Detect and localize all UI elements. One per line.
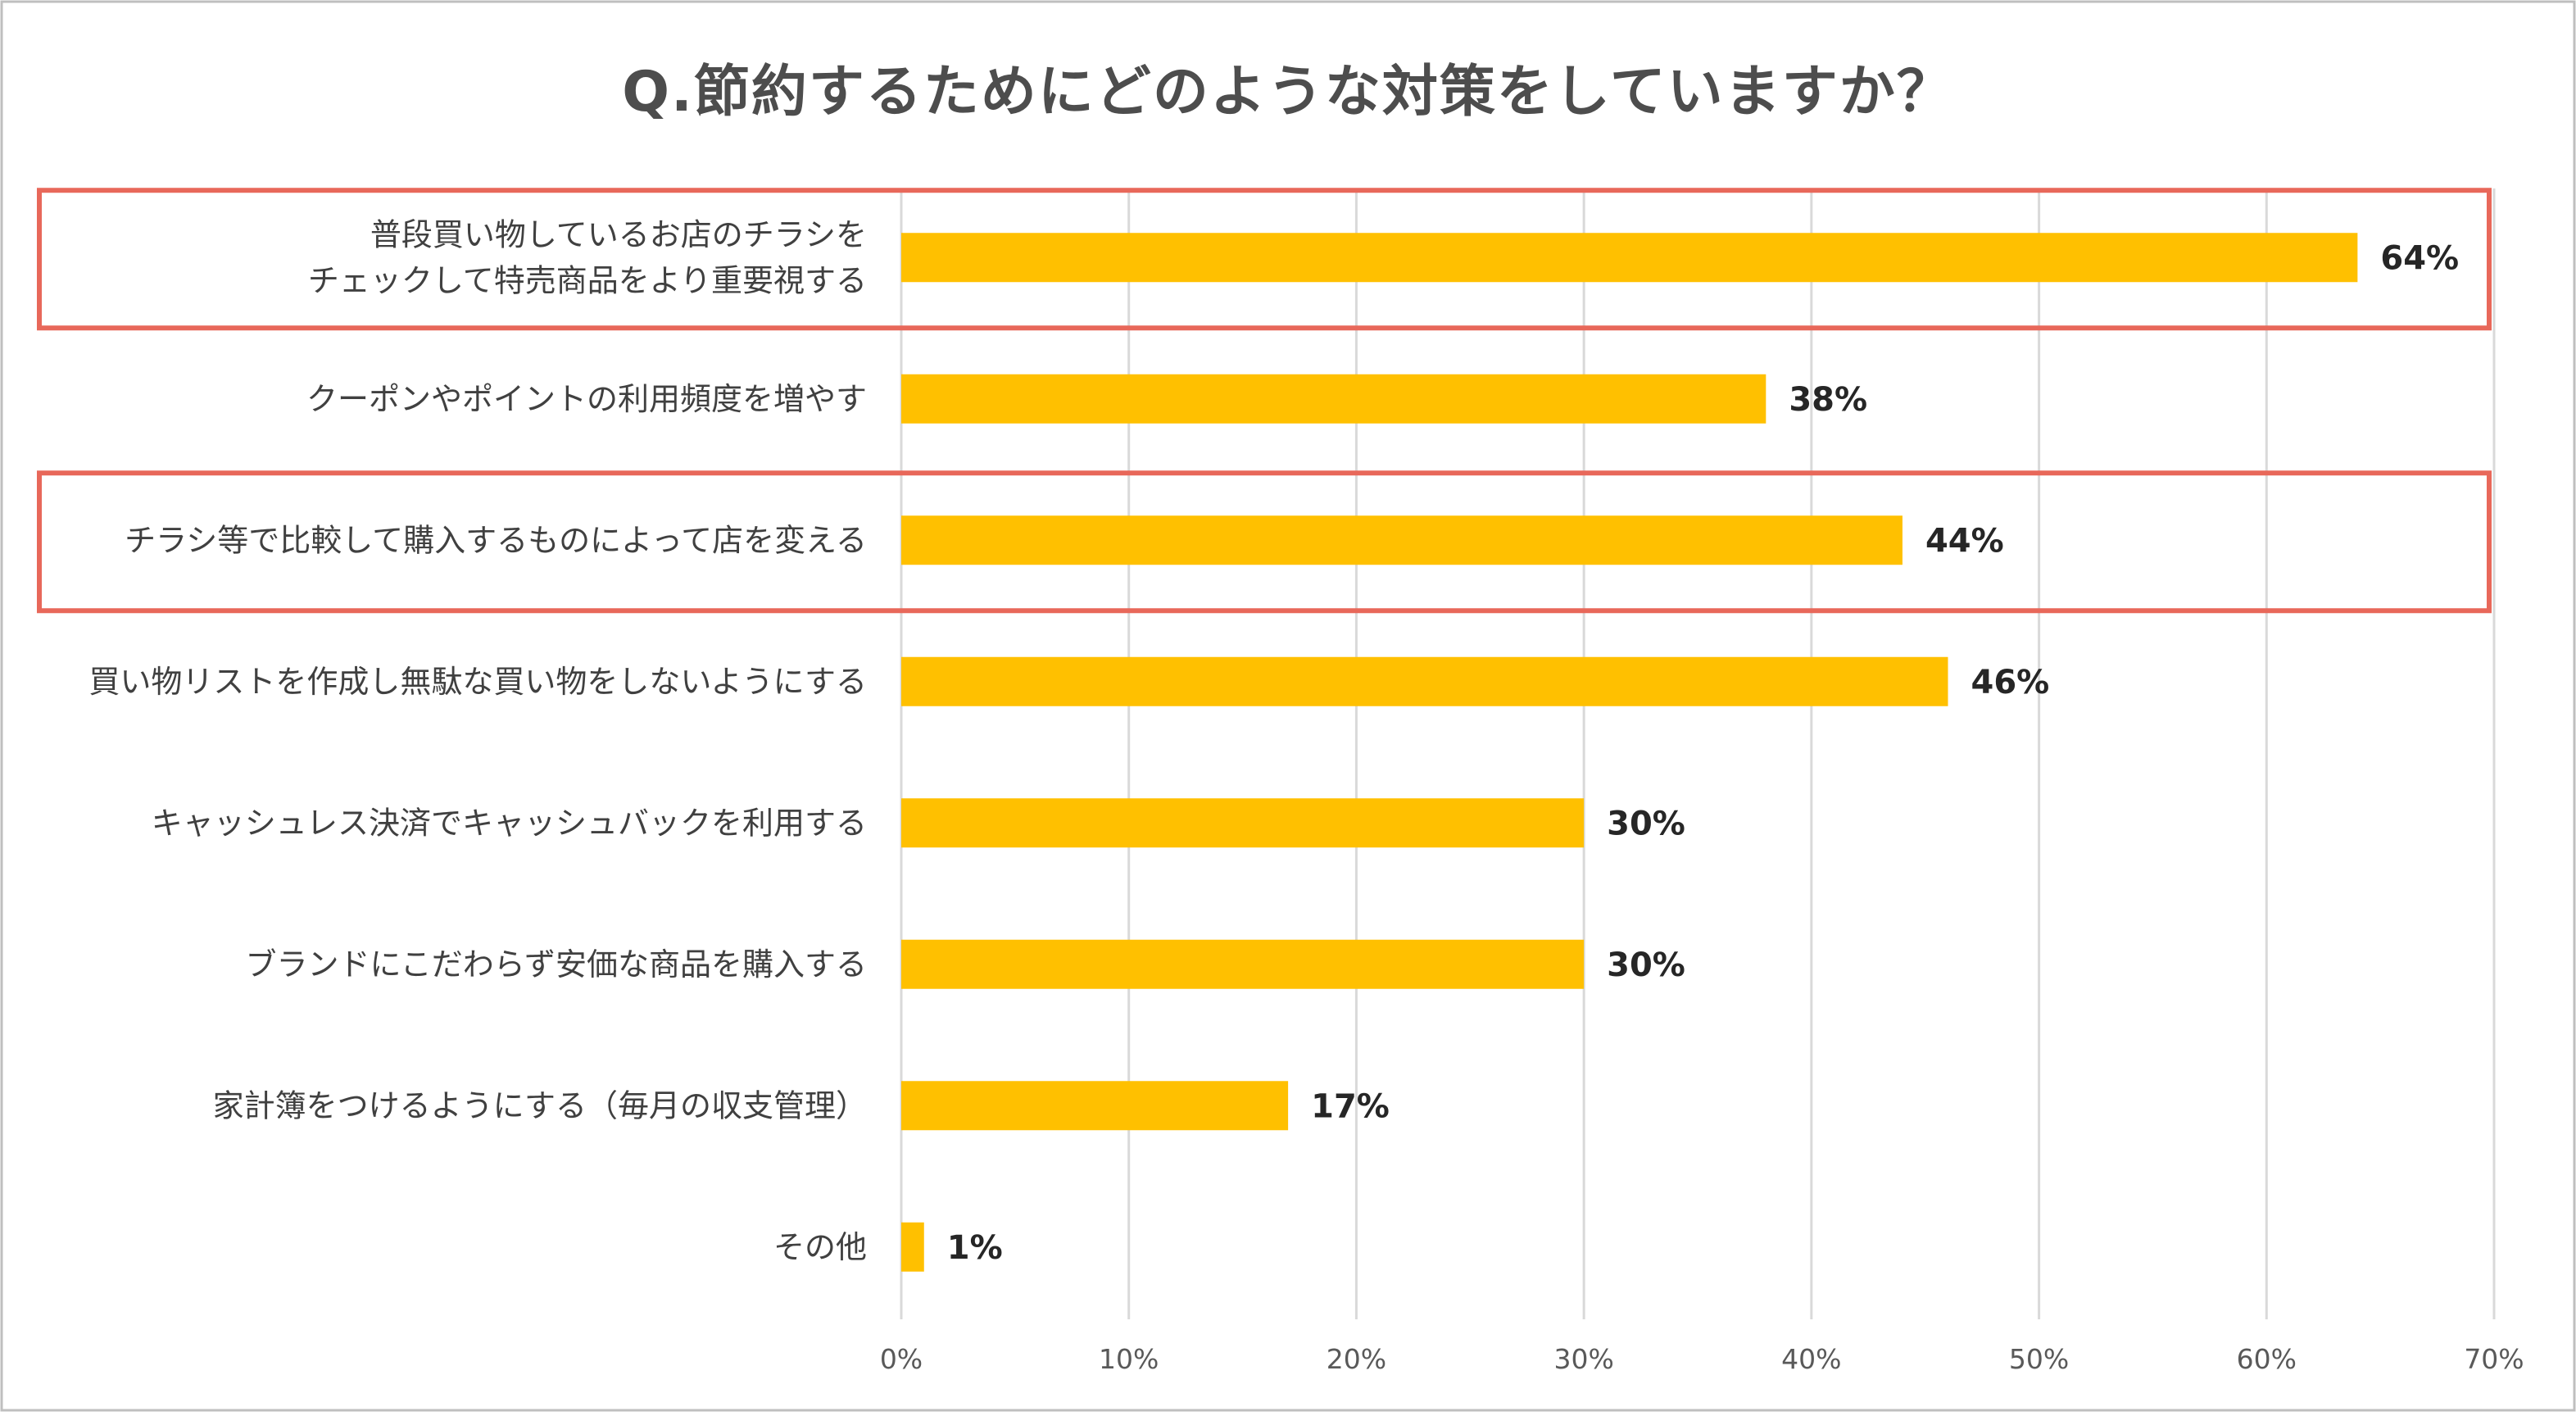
bar xyxy=(901,798,1585,848)
category-label: チラシ等で比較して購入するものによって店を変える xyxy=(125,522,867,558)
highlight-box xyxy=(37,188,2492,331)
x-tick-label: 60% xyxy=(2237,1343,2297,1375)
bar xyxy=(901,233,2358,283)
x-tick-label: 10% xyxy=(1099,1343,1159,1375)
bar xyxy=(901,1222,924,1272)
x-tick-label: 20% xyxy=(1327,1343,1386,1375)
bar-value-label: 30% xyxy=(1607,946,1685,984)
x-tick-label: 0% xyxy=(880,1343,923,1375)
category-label: キャッシュレス決済でキャッシュバックを利用する xyxy=(152,805,867,841)
category-label: 普段買い物しているお店のチラシを xyxy=(370,216,867,252)
category-label: ブランドにこだわらず安価な商品を購入する xyxy=(246,946,867,983)
bar xyxy=(901,1081,1289,1131)
x-tick-label: 30% xyxy=(1553,1343,1613,1375)
bar xyxy=(901,656,1948,706)
bar-value-label: 17% xyxy=(1311,1087,1390,1125)
chart-title: Q.節約するためにどのような対策をしていますか？ xyxy=(622,60,1954,125)
category-label: その他 xyxy=(773,1229,867,1265)
category-label: 家計簿をつけるようにする（毎月の収支管理） xyxy=(213,1087,867,1123)
bar-value-label: 1% xyxy=(947,1229,1003,1267)
highlight-box xyxy=(37,470,2492,614)
bar-value-label: 44% xyxy=(1925,522,2004,560)
category-label: 買い物リストを作成し無駄な買い物をしないようにする xyxy=(88,664,867,700)
bar-value-label: 64% xyxy=(2380,239,2459,277)
category-label: チェックして特売商品をより重要視する xyxy=(308,262,867,298)
bar-value-label: 46% xyxy=(1971,664,2049,701)
highlight-layer xyxy=(37,188,2492,614)
bar-value-label: 38% xyxy=(1789,381,1867,419)
bar-value-label: 30% xyxy=(1607,805,1685,842)
x-tick-label: 70% xyxy=(2464,1343,2524,1375)
bar xyxy=(901,374,1766,424)
bar xyxy=(901,515,1903,565)
bar-layer xyxy=(901,233,2358,1272)
x-tick-label: 40% xyxy=(1781,1343,1841,1375)
category-label: クーポンやポイントの利用頻度を増やす xyxy=(306,381,867,417)
bar xyxy=(901,939,1585,989)
x-tick-label: 50% xyxy=(2009,1343,2069,1375)
tick-layer: 0% 10% 20% 30% 40% 50% 60% 70% xyxy=(880,1343,2524,1375)
